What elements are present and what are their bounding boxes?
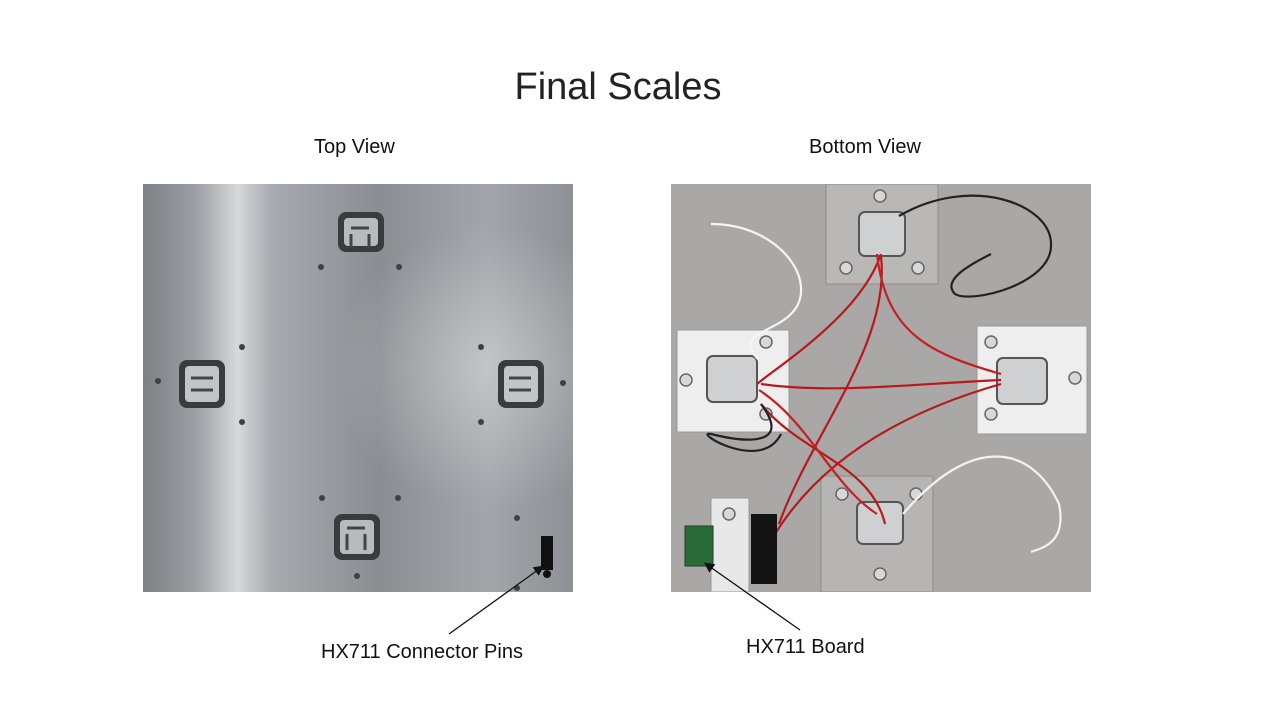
board-arrow	[703, 562, 801, 631]
cutout-bottom	[334, 514, 380, 560]
hx711-board-label: HX711 Board	[746, 636, 865, 658]
top-view-photo	[143, 184, 573, 592]
bottom-view-photo	[671, 184, 1091, 592]
connector-pins	[541, 536, 553, 578]
bottom-view-label: Bottom View	[809, 136, 921, 158]
pins-arrow	[448, 565, 545, 635]
slide-title: Final Scales	[514, 66, 722, 108]
cutout-left	[179, 360, 225, 408]
top-view-label: Top View	[314, 136, 395, 158]
cutout-top	[338, 212, 384, 252]
hx711-pins-label: HX711 Connector Pins	[321, 641, 523, 663]
cutout-right	[498, 360, 544, 408]
hx711-board	[684, 514, 777, 584]
